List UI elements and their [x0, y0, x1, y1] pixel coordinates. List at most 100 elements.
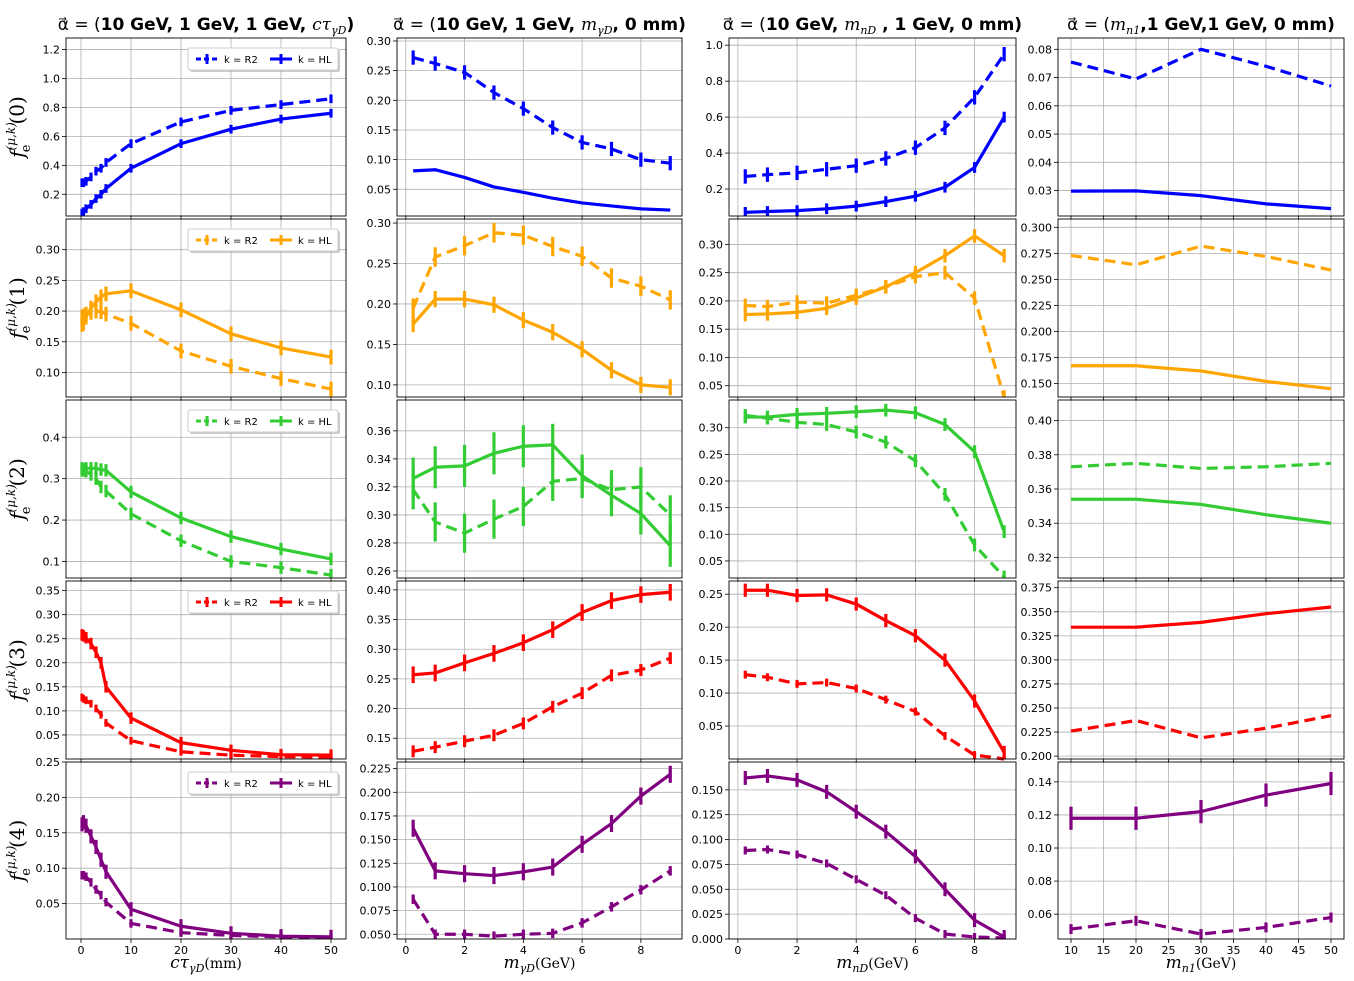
y-tick-label: 1.2 [43, 44, 61, 57]
y-tick-label: 0.25 [367, 673, 392, 686]
y-tick-label: 0.8 [706, 75, 724, 88]
y-tick-label: 0.08 [1028, 43, 1053, 56]
y-tick-label: 0.15 [699, 502, 724, 515]
series-hl [1071, 497, 1332, 525]
panel-r0-c0: 0.2 0.4 0.6 0.8 1.0 1.2 k = R2 k = HL [43, 37, 347, 220]
series-hl [411, 583, 672, 684]
series-hl [743, 583, 1006, 759]
y-tick-label: 0.15 [699, 323, 724, 336]
y-tick-label: 0.35 [36, 585, 61, 598]
series-line [1071, 605, 1332, 629]
axes-frame [396, 37, 683, 217]
legend-label: k = HL [298, 55, 332, 66]
x-axis-label-2: mγD(GeV) [503, 953, 575, 975]
series-line [411, 773, 672, 878]
y-tick-label: 0.275 [1021, 247, 1053, 260]
series-hl [1071, 364, 1332, 391]
panel-r1-c1: 0.10 0.15 0.20 0.25 0.30 [367, 217, 683, 401]
x-tick-label: 40 [1259, 944, 1273, 957]
legend-label: k = R2 [224, 779, 258, 790]
x-tick-label: 30 [224, 944, 238, 957]
series-r2 [1070, 461, 1332, 471]
grid [729, 219, 1016, 397]
legend: k = R2 k = HL [187, 409, 340, 434]
series-hl [411, 765, 672, 885]
axes-frame [396, 580, 683, 760]
panel-r4-c2: 0.000 0.025 0.050 0.075 0.100 0.125 0.150 0 2 4 6 8 [692, 761, 1017, 957]
y-tick-label: 0.20 [36, 791, 61, 804]
legend-label: k = R2 [224, 236, 258, 247]
legend-label: k = HL [298, 598, 332, 609]
series-line [412, 656, 671, 753]
x-tick-label: 8 [971, 944, 978, 957]
y-tick-label: 0.32 [1028, 551, 1053, 564]
y-tick-label: 0.10 [36, 366, 61, 379]
y-tick-label: 0.20 [36, 305, 61, 318]
y-tick-label: 0.10 [367, 154, 392, 167]
y-tick-label: 0.30 [699, 238, 724, 251]
y-tick-label: 0.34 [1028, 517, 1053, 530]
y-tick-label: 0.30 [699, 422, 724, 435]
series-line [81, 873, 332, 940]
series-line [745, 673, 1005, 761]
y-axis-label-row-2: f(μ,k)e(2) [4, 458, 34, 522]
grid [1058, 581, 1344, 759]
y-tick-label: 0.10 [1028, 842, 1053, 855]
y-tick-label: 0.100 [692, 834, 724, 847]
axes-frame [65, 218, 347, 398]
x-tick-label: 50 [324, 944, 338, 957]
series-line [1070, 189, 1332, 211]
y-tick-label: 0.8 [43, 101, 61, 114]
series-r2 [411, 652, 672, 758]
panel-r3-c2: 0.05 0.10 0.15 0.20 0.25 [699, 580, 1017, 763]
y-tick-label: 0.200 [1021, 750, 1053, 763]
series-line [80, 289, 332, 359]
y-tick-label: 0.15 [36, 681, 61, 694]
panel-r3-c3: 0.200 0.225 0.250 0.275 0.300 0.325 0.350 0.375 [1021, 580, 1345, 763]
legend-box [187, 409, 339, 433]
y-tick-label: 0.08 [1028, 875, 1053, 888]
axes-frame [396, 761, 683, 940]
y-tick-label: 0.10 [36, 705, 61, 718]
y-tick-label: 0.05 [36, 898, 61, 911]
grid [729, 400, 1016, 578]
series-r2 [411, 458, 672, 553]
series-r2 [743, 670, 1006, 761]
series-r2 [743, 46, 1006, 184]
series-line [81, 97, 332, 185]
legend-label: k = R2 [224, 55, 258, 66]
y-tick-label: 0.20 [367, 94, 392, 107]
y-tick-label: 0.28 [367, 537, 392, 550]
series-line [81, 633, 332, 757]
y-tick-label: 0.200 [360, 786, 392, 799]
x-tick-label: 0 [78, 944, 85, 957]
axes-frame [1057, 218, 1345, 398]
panel-r1-c3: 0.150 0.175 0.200 0.225 0.250 0.275 0.300 [1021, 218, 1345, 401]
series-r2 [411, 866, 672, 939]
y-tick-label: 0.30 [367, 643, 392, 656]
y-tick-label: 0.20 [36, 657, 61, 670]
x-tick-label: 4 [853, 944, 860, 957]
grid [397, 38, 682, 216]
y-tick-label: 0.20 [699, 295, 724, 308]
x-tick-label: 2 [461, 944, 468, 957]
y-axis-label-row-3: f(μ,k)e(3) [4, 639, 34, 703]
x-axis-label-1: cτγD(mm) [170, 953, 242, 975]
y-tick-label: 0.075 [692, 858, 724, 871]
legend-label: k = R2 [224, 598, 258, 609]
y-tick-label: 0.25 [367, 65, 392, 78]
y-tick-label: 0.40 [367, 584, 392, 597]
axes-frame [1057, 37, 1345, 217]
y-tick-label: 0.6 [43, 130, 61, 143]
axes-frame [1057, 580, 1345, 760]
y-tick-label: 0.225 [360, 763, 392, 776]
y-tick-label: 0.375 [1021, 582, 1053, 595]
series-r2 [743, 409, 1006, 579]
series-line [413, 168, 671, 212]
y-tick-label: 0.15 [36, 336, 61, 349]
series-hl [1071, 605, 1332, 629]
panel-r1-c2: 0.05 0.10 0.15 0.20 0.25 0.30 [699, 218, 1017, 401]
panel-r0-c1: 0.05 0.10 0.15 0.20 0.25 0.30 [367, 35, 683, 220]
series-hl [80, 108, 333, 216]
y-tick-label: 0.15 [36, 827, 61, 840]
